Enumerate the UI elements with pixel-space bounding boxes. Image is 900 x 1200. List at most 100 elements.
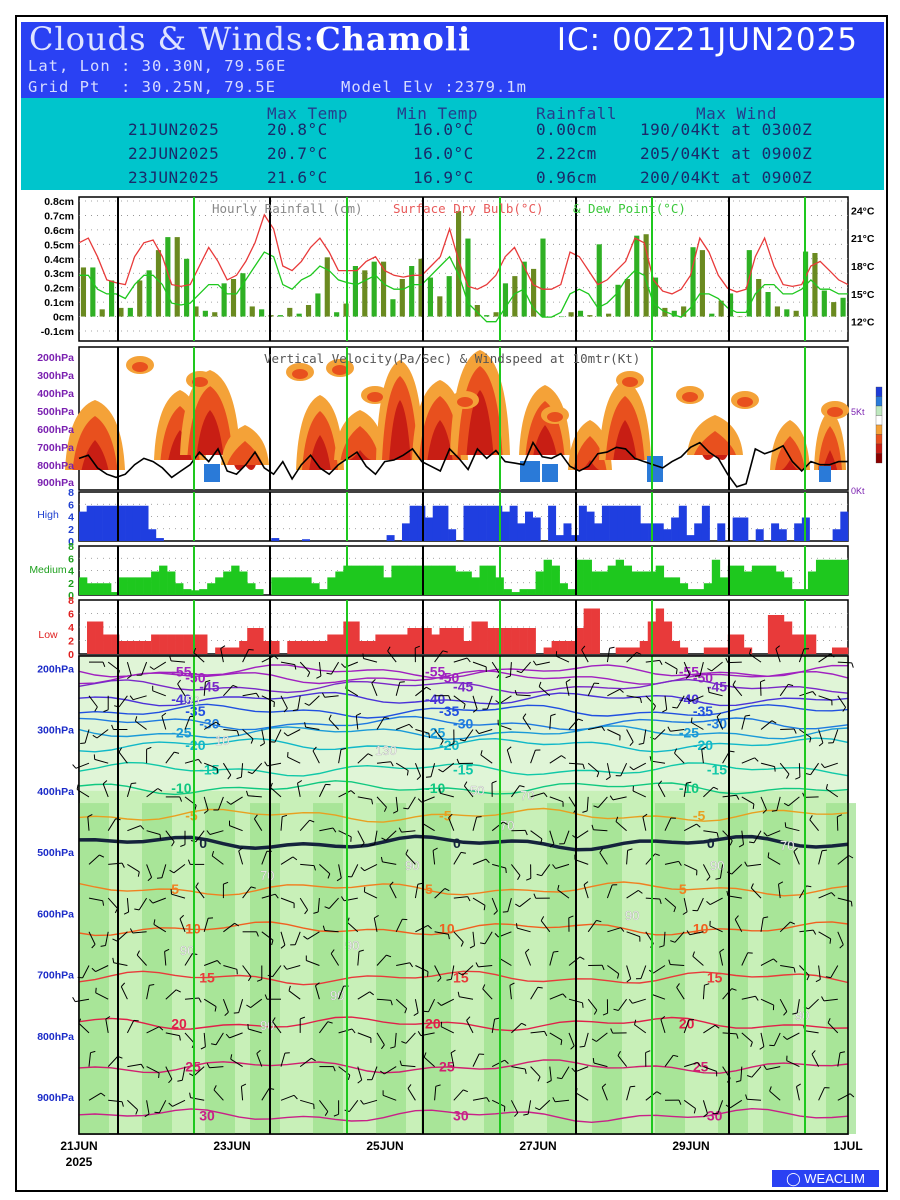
isotherm-label: 10 bbox=[439, 921, 455, 937]
wind-barb-flag bbox=[232, 684, 238, 688]
high-cloud-bar bbox=[617, 505, 626, 541]
wind-barb bbox=[480, 754, 493, 764]
wind-barb-flag bbox=[466, 1016, 471, 1021]
wind-barb-flag bbox=[102, 661, 106, 667]
wind-barb-flag bbox=[760, 679, 766, 683]
wind-barb bbox=[371, 682, 378, 696]
medium-cloud-bar bbox=[623, 565, 633, 595]
high-cloud-bar bbox=[601, 505, 610, 541]
wind-barb bbox=[482, 988, 493, 1000]
wind-barb-flag bbox=[140, 825, 145, 830]
wind-barb-flag bbox=[215, 721, 221, 726]
wind-barb bbox=[654, 729, 666, 740]
low-cloud-bar bbox=[423, 628, 432, 654]
wind-barb bbox=[261, 1088, 270, 1101]
rh-band bbox=[547, 803, 577, 1134]
medium-cloud-bar bbox=[631, 571, 641, 595]
wind-barb bbox=[709, 925, 723, 933]
wind-barb bbox=[107, 1056, 119, 1067]
low-cloud-bar bbox=[447, 628, 456, 654]
low-cloud-bar bbox=[143, 641, 152, 654]
wind-barb bbox=[434, 965, 442, 979]
wind-barb-flag bbox=[121, 862, 125, 868]
rain-bar bbox=[277, 315, 283, 317]
low-cloud-bar bbox=[743, 647, 753, 654]
date-xtick: 1JUL bbox=[833, 1139, 862, 1153]
low-cloud-bar bbox=[839, 647, 849, 654]
wind-barb-flag bbox=[193, 647, 197, 653]
wind-barb bbox=[626, 652, 638, 663]
wind-barb bbox=[287, 729, 301, 737]
wind-barb bbox=[617, 998, 628, 1011]
wind-barb bbox=[670, 964, 685, 966]
medium-cloud-bar bbox=[703, 583, 713, 595]
high-cloud-bar bbox=[563, 523, 572, 541]
wind-barb-flag bbox=[660, 1016, 666, 1020]
wind-barb-flag bbox=[759, 1046, 765, 1050]
wind-barb bbox=[606, 884, 613, 899]
wind-barb bbox=[153, 661, 167, 670]
wind-barb bbox=[270, 787, 282, 798]
wind-barb bbox=[280, 816, 283, 831]
wind-barb-flag bbox=[678, 1099, 682, 1105]
wind-barb bbox=[453, 931, 464, 943]
wind-barb-flag bbox=[303, 935, 308, 940]
low-cloud-bar bbox=[231, 647, 240, 654]
wind-barb bbox=[318, 1100, 329, 1112]
isotherm-label: -15 bbox=[199, 761, 219, 777]
wind-barb-flag bbox=[324, 906, 330, 909]
wind-barb-flag bbox=[774, 766, 776, 772]
wind-barb bbox=[799, 691, 813, 697]
rain-bar bbox=[596, 244, 602, 317]
high-cloud-bar bbox=[471, 505, 480, 541]
wind-barb-flag bbox=[417, 1031, 422, 1036]
wind-barb-flag bbox=[256, 1049, 261, 1054]
wind-barb bbox=[540, 920, 551, 933]
medium-cloud-bar bbox=[95, 583, 104, 595]
wind-barb-flag bbox=[516, 670, 522, 674]
wind-barb bbox=[549, 993, 563, 1000]
wind-barb-flag bbox=[292, 856, 298, 861]
wind-barb-flag bbox=[692, 951, 695, 957]
wind-barb bbox=[615, 821, 627, 832]
wind-barb bbox=[645, 695, 656, 707]
wind-barb bbox=[330, 953, 340, 966]
wind-barb bbox=[664, 817, 672, 831]
title-prefix: Clouds & Winds: bbox=[29, 20, 316, 58]
wind-barb bbox=[250, 998, 263, 1008]
wind-barb bbox=[506, 749, 512, 764]
wind-barb bbox=[88, 897, 103, 902]
wind-barb bbox=[634, 1024, 647, 1034]
wind-barb bbox=[261, 729, 265, 744]
rh-label: 90 bbox=[330, 988, 344, 1003]
wind-barb-flag bbox=[423, 1010, 429, 1013]
wind-barb-flag bbox=[525, 948, 530, 953]
wind-barb-flag bbox=[313, 911, 319, 914]
wind-barb bbox=[459, 996, 474, 1000]
wind-barb bbox=[519, 897, 531, 908]
wind-barb bbox=[84, 729, 90, 744]
temp-ytick: 21°C bbox=[851, 233, 875, 245]
wind-barb-flag bbox=[187, 859, 191, 865]
wind-barb-flag bbox=[601, 1083, 607, 1088]
wind-barb bbox=[453, 896, 468, 899]
wind-barb bbox=[364, 863, 378, 872]
low-cloud-bar bbox=[383, 634, 392, 654]
wind-barb bbox=[818, 695, 832, 701]
high-cloud-bar bbox=[740, 517, 749, 541]
wind-barb-flag bbox=[426, 686, 431, 691]
wind-barb-flag bbox=[806, 975, 810, 981]
wind-barb-flag bbox=[638, 889, 643, 894]
wind-barb-flag bbox=[129, 928, 134, 934]
isotherm-label: 0 bbox=[453, 835, 461, 851]
high-cloud-bar bbox=[532, 517, 541, 541]
wind-barb bbox=[173, 864, 186, 874]
high-cloud-bar bbox=[140, 505, 149, 541]
wind-barb-flag bbox=[390, 1046, 396, 1049]
wind-barb bbox=[299, 1057, 312, 1067]
rain-bar bbox=[634, 235, 640, 317]
wind-barb bbox=[171, 893, 186, 899]
wind-barb-flag bbox=[540, 838, 543, 844]
wind-barb-flag bbox=[256, 979, 262, 982]
rain-bar bbox=[268, 315, 274, 317]
